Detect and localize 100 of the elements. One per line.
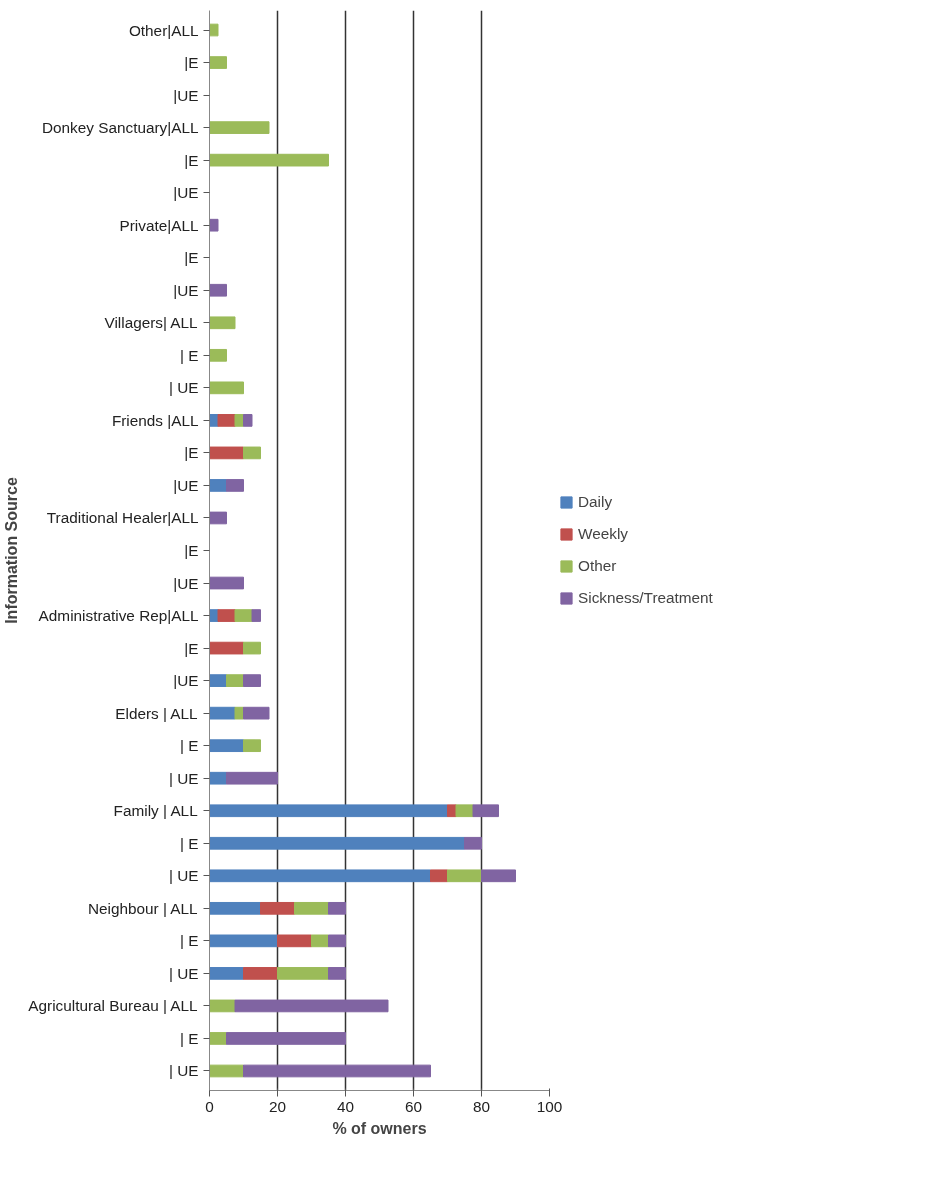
x-tick-label: 0 <box>205 1097 214 1115</box>
bar <box>243 446 261 460</box>
y-tick-label: |UE <box>173 672 199 690</box>
bar <box>209 23 219 37</box>
bar <box>251 609 261 622</box>
y-tick-label: |E <box>184 444 199 462</box>
bar <box>447 869 482 883</box>
bar <box>472 804 499 818</box>
x-tick-label: 80 <box>472 1097 491 1115</box>
y-tick-label: |UE <box>173 281 199 299</box>
bar <box>328 934 346 948</box>
bar <box>260 901 295 915</box>
bar <box>209 283 227 297</box>
bar <box>209 739 244 753</box>
y-tick-label: Traditional Healer|ALL <box>46 509 199 527</box>
bar <box>277 967 329 980</box>
y-tick-label: Donkey Sanctuary|ALL <box>42 119 199 137</box>
bar <box>226 771 278 785</box>
bar <box>217 609 236 622</box>
bar <box>430 869 448 883</box>
y-tick-label: | UE <box>168 964 199 982</box>
bar <box>328 967 346 980</box>
bar <box>209 576 244 590</box>
legend-label: Other <box>578 557 617 575</box>
y-tick-label: | E <box>180 346 199 364</box>
x-tick-label: 40 <box>336 1097 355 1115</box>
bar <box>311 934 329 948</box>
bar <box>209 836 465 850</box>
bar <box>209 348 227 362</box>
bar <box>209 56 227 69</box>
bar <box>209 771 227 785</box>
bar <box>243 967 278 980</box>
y-tick-label: |E <box>184 542 199 559</box>
legend-label: Sickness/Treatment <box>578 589 713 607</box>
x-tick-label: 20 <box>268 1097 287 1115</box>
y-tick-label: Friends |ALL <box>111 411 199 429</box>
y-tick-label: Private|ALL <box>119 216 199 234</box>
y-tick-label: Villagers| ALL <box>104 314 199 332</box>
y-tick-label: | UE <box>168 769 199 787</box>
bar <box>234 706 244 720</box>
bar <box>328 901 346 915</box>
bar <box>209 1032 227 1045</box>
bar <box>209 804 448 818</box>
y-tick-label: Elders | ALL <box>115 704 199 722</box>
y-tick-label: | UE <box>168 379 199 397</box>
y-tick-label: |E <box>184 54 199 72</box>
y-tick-label: |UE <box>173 86 199 104</box>
legend-label: Weekly <box>578 525 628 543</box>
x-axis-title: % of owners <box>332 1119 427 1137</box>
bar <box>226 674 244 687</box>
bar <box>243 1064 431 1078</box>
y-tick-label: | E <box>180 1029 199 1047</box>
y-tick-label: Family | ALL <box>113 802 199 820</box>
bar <box>209 121 270 134</box>
bar <box>209 869 431 883</box>
y-tick-label: |UE <box>173 184 199 202</box>
y-tick-label: |E <box>184 249 199 267</box>
bar <box>234 999 389 1013</box>
y-tick-label: |UE <box>173 574 199 592</box>
bar <box>209 316 236 330</box>
y-tick-label: | E <box>180 932 199 950</box>
bar <box>209 153 329 167</box>
bar <box>209 967 244 980</box>
bar <box>226 1032 346 1045</box>
bar <box>294 901 329 915</box>
y-tick-label: Agricultural Bureau | ALL <box>28 997 199 1015</box>
bar <box>209 641 244 655</box>
y-tick-label: Neighbour | ALL <box>88 899 199 917</box>
y-tick-label: | UE <box>168 1062 199 1080</box>
x-tick-label: 60 <box>404 1097 423 1115</box>
y-tick-label: | E <box>180 737 199 755</box>
y-tick-label: | UE <box>168 867 199 885</box>
bar <box>481 869 516 883</box>
x-tick-label: 100 <box>536 1097 563 1115</box>
bar <box>243 641 261 655</box>
bar <box>209 706 236 720</box>
bar <box>464 836 482 850</box>
y-tick-label: |E <box>184 151 199 169</box>
y-axis-title: Information Source <box>3 477 21 624</box>
bar <box>234 414 244 427</box>
bar <box>209 1064 244 1078</box>
bar <box>226 479 244 492</box>
bar <box>243 674 261 687</box>
bar <box>209 901 261 915</box>
y-tick-label: |E <box>184 639 199 657</box>
bar <box>455 804 474 818</box>
y-tick-label: |UE <box>173 476 199 494</box>
bar <box>209 999 236 1013</box>
bar <box>209 381 244 395</box>
bar <box>209 511 227 525</box>
bar <box>209 934 278 948</box>
bar <box>277 934 312 948</box>
y-tick-label: Other|ALL <box>128 21 199 39</box>
bar <box>209 218 219 232</box>
bar <box>209 674 227 687</box>
y-tick-label: Administrative Rep|ALL <box>38 607 199 625</box>
bar <box>243 739 261 753</box>
bar <box>234 609 253 622</box>
bar <box>217 414 236 427</box>
y-tick-label: | E <box>180 834 199 852</box>
